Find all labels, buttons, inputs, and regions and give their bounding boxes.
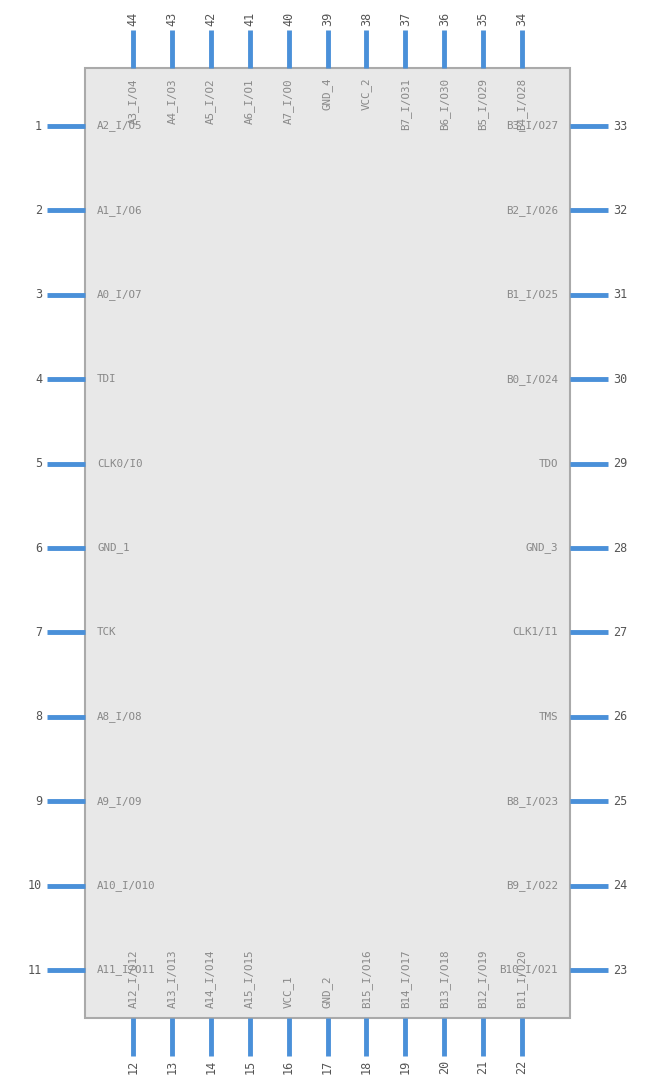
Text: B0_I/O24: B0_I/O24 (506, 374, 558, 385)
Text: VCC_1: VCC_1 (283, 976, 294, 1007)
Text: 35: 35 (476, 12, 490, 26)
Text: 31: 31 (613, 288, 627, 301)
Text: A7_I/O0: A7_I/O0 (283, 78, 294, 124)
Text: A10_I/O10: A10_I/O10 (97, 880, 156, 891)
Text: GND_3: GND_3 (526, 543, 558, 554)
Text: 20: 20 (437, 1060, 451, 1074)
Text: 18: 18 (360, 1060, 373, 1074)
Text: B3_I/O27: B3_I/O27 (506, 121, 558, 132)
Text: VCC_2: VCC_2 (361, 78, 372, 111)
Text: B6_I/O30: B6_I/O30 (439, 78, 450, 129)
Text: 34: 34 (516, 12, 529, 26)
Text: 29: 29 (613, 457, 627, 470)
Text: 27: 27 (613, 626, 627, 639)
Text: 23: 23 (613, 964, 627, 977)
Text: B15_I/O16: B15_I/O16 (361, 950, 372, 1007)
Text: 9: 9 (35, 794, 42, 807)
Text: 8: 8 (35, 710, 42, 724)
Text: 13: 13 (165, 1060, 178, 1074)
Text: A11_I/O11: A11_I/O11 (97, 965, 156, 976)
Text: B4_I/O28: B4_I/O28 (516, 78, 527, 129)
Text: B1_I/O25: B1_I/O25 (506, 289, 558, 300)
Text: 10: 10 (28, 879, 42, 892)
Text: B14_I/O17: B14_I/O17 (400, 950, 411, 1007)
Text: B7_I/O31: B7_I/O31 (400, 78, 411, 129)
Text: 3: 3 (35, 288, 42, 301)
Text: B5_I/O29: B5_I/O29 (478, 78, 489, 129)
Text: A6_I/O1: A6_I/O1 (244, 78, 255, 124)
Text: A0_I/O7: A0_I/O7 (97, 289, 143, 300)
Text: TDO: TDO (538, 459, 558, 469)
Text: 6: 6 (35, 542, 42, 555)
Text: TDI: TDI (97, 374, 117, 384)
Text: TCK: TCK (97, 628, 117, 638)
Text: A8_I/O8: A8_I/O8 (97, 712, 143, 722)
Text: B12_I/O19: B12_I/O19 (478, 950, 489, 1007)
Text: CLK0/I0: CLK0/I0 (97, 459, 143, 469)
Text: A3_I/O4: A3_I/O4 (128, 78, 139, 124)
Text: 44: 44 (126, 12, 139, 26)
Text: 16: 16 (282, 1060, 295, 1074)
Text: B13_I/O18: B13_I/O18 (439, 950, 450, 1007)
Text: B10_I/O21: B10_I/O21 (500, 965, 558, 976)
Bar (85, 67, 570, 1018)
Text: A4_I/O3: A4_I/O3 (167, 78, 178, 124)
Text: 15: 15 (243, 1060, 256, 1074)
Text: A1_I/O6: A1_I/O6 (97, 205, 143, 215)
Text: 32: 32 (613, 203, 627, 217)
Text: 41: 41 (243, 12, 256, 26)
Text: 2: 2 (35, 203, 42, 217)
Text: B11_I/O20: B11_I/O20 (516, 950, 527, 1007)
Text: B2_I/O26: B2_I/O26 (506, 205, 558, 215)
Text: TMS: TMS (538, 712, 558, 721)
Text: 39: 39 (321, 12, 334, 26)
Text: A12_I/O12: A12_I/O12 (128, 950, 139, 1007)
Text: 30: 30 (613, 373, 627, 386)
Text: 11: 11 (28, 964, 42, 977)
Text: 24: 24 (613, 879, 627, 892)
Text: A5_I/O2: A5_I/O2 (205, 78, 216, 124)
Text: 7: 7 (35, 626, 42, 639)
Text: B8_I/O23: B8_I/O23 (506, 795, 558, 806)
Text: 17: 17 (321, 1060, 334, 1074)
Text: 37: 37 (399, 12, 411, 26)
Text: GND_4: GND_4 (322, 78, 333, 111)
Text: 38: 38 (360, 12, 373, 26)
Text: 1: 1 (35, 120, 42, 133)
Text: B9_I/O22: B9_I/O22 (506, 880, 558, 891)
Text: 26: 26 (613, 710, 627, 724)
Text: A2_I/O5: A2_I/O5 (97, 121, 143, 132)
Text: 43: 43 (165, 12, 178, 26)
Text: A9_I/O9: A9_I/O9 (97, 795, 143, 806)
Text: A13_I/O13: A13_I/O13 (167, 950, 178, 1007)
Text: 12: 12 (126, 1060, 139, 1074)
Text: 5: 5 (35, 457, 42, 470)
Text: 28: 28 (613, 542, 627, 555)
Text: 25: 25 (613, 794, 627, 807)
Text: 36: 36 (437, 12, 451, 26)
Text: 21: 21 (476, 1060, 490, 1074)
Text: GND_2: GND_2 (322, 976, 333, 1007)
Text: 33: 33 (613, 120, 627, 133)
Text: 22: 22 (516, 1060, 529, 1074)
Text: 42: 42 (204, 12, 217, 26)
Text: CLK1/I1: CLK1/I1 (513, 628, 558, 638)
Text: 19: 19 (399, 1060, 411, 1074)
Text: A15_I/O15: A15_I/O15 (244, 950, 255, 1007)
Text: GND_1: GND_1 (97, 543, 130, 554)
Text: 4: 4 (35, 373, 42, 386)
Text: 14: 14 (204, 1060, 217, 1074)
Text: A14_I/O14: A14_I/O14 (205, 950, 216, 1007)
Text: 40: 40 (282, 12, 295, 26)
